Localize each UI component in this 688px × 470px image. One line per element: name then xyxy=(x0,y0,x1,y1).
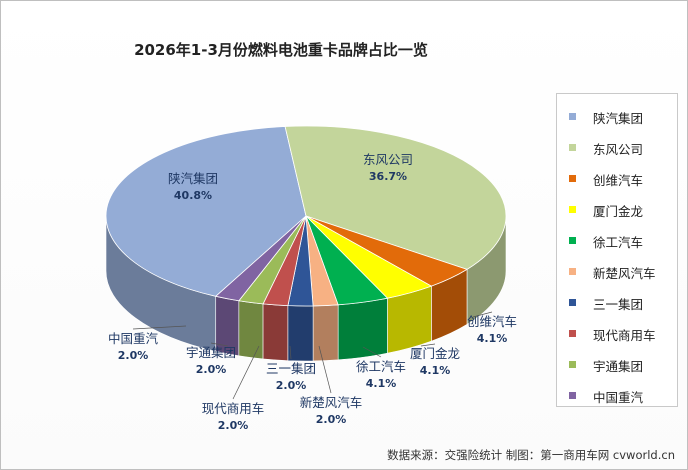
pie-leader-5 xyxy=(318,345,332,394)
pie-label-name-3: 厦门金龙 xyxy=(410,346,460,361)
legend-label-4: 徐工汽车 xyxy=(593,235,644,250)
pie-leader-4 xyxy=(362,346,382,358)
legend-label-2: 创维汽车 xyxy=(593,173,644,188)
pie-label-value-2: 4.1% xyxy=(477,332,508,345)
pie-labels: 陕汽集团 40.8% 东风公司 36.7% 创维汽车 4.1% 厦门金龙 4.1% 徐工汽车 4.… xyxy=(108,152,517,432)
legend-swatch-5 xyxy=(569,268,576,275)
pie-label-value-7: 2.0% xyxy=(218,419,249,432)
legend-swatch-6 xyxy=(569,299,576,306)
pie-label-name-2: 创维汽车 xyxy=(467,314,517,329)
pie-label-value-1: 36.7% xyxy=(369,170,407,183)
pie-walls xyxy=(105,215,507,362)
pie-leader-7 xyxy=(232,345,260,400)
legend: 陕汽集团东风公司创维汽车厦门金龙徐工汽车新楚风汽车三一集团现代商用车宇通集团中国… xyxy=(556,93,678,407)
pie-leader-6 xyxy=(289,345,292,360)
pie-leader-2 xyxy=(472,311,493,318)
legend-label-7: 现代商用车 xyxy=(593,328,656,343)
pie-slice-1 xyxy=(284,125,507,270)
legend-swatch-2 xyxy=(569,175,576,182)
legend-label-8: 宇通集团 xyxy=(593,359,644,374)
pie-label-name-4: 徐工汽车 xyxy=(356,359,406,374)
pie-wall-7 xyxy=(262,303,289,361)
source-note: 数据来源：交强险统计 制图：第一商用车网 cvworld.cn xyxy=(387,448,675,462)
pie-leaders xyxy=(132,311,493,400)
legend-swatch-9 xyxy=(569,392,576,399)
pie-leader-3 xyxy=(420,343,436,347)
pie-label-value-4: 4.1% xyxy=(366,377,397,390)
pie-leader-8 xyxy=(210,342,229,347)
pie-label-name-1: 东风公司 xyxy=(363,152,413,167)
pie-label-name-7: 现代商用车 xyxy=(202,401,265,416)
legend-swatch-7 xyxy=(569,330,576,337)
pie-label-value-0: 40.8% xyxy=(174,189,212,202)
pie-label-name-0: 陕汽集团 xyxy=(168,171,218,186)
legend-label-1: 东风公司 xyxy=(593,142,644,157)
pie-label-value-9: 2.0% xyxy=(118,349,149,362)
pie-label-name-9: 中国重汽 xyxy=(108,331,159,346)
legend-label-0: 陕汽集团 xyxy=(593,111,644,126)
legend-swatch-1 xyxy=(569,144,576,151)
pie-label-value-3: 4.1% xyxy=(420,364,451,377)
legend-label-9: 中国重汽 xyxy=(593,390,644,405)
legend-swatch-3 xyxy=(569,206,576,213)
pie-label-value-6: 2.0% xyxy=(276,379,307,392)
pie-label-name-6: 三一集团 xyxy=(266,361,316,376)
pie-wall-5 xyxy=(312,304,339,362)
legend-label-3: 厦门金龙 xyxy=(593,204,644,219)
pie-label-value-5: 2.0% xyxy=(316,413,347,426)
pie-label-name-8: 宇通集团 xyxy=(186,345,236,360)
pie-label-value-8: 2.0% xyxy=(196,363,227,376)
pie-tops xyxy=(105,125,507,307)
pie-slice-0 xyxy=(105,126,307,297)
pie-wall-8 xyxy=(238,300,264,360)
pie-slice-9 xyxy=(214,215,307,302)
pie-label-name-5: 新楚风汽车 xyxy=(300,395,363,410)
legend-label-5: 新楚风汽车 xyxy=(593,266,656,281)
chart-title: 2026年1-3月份燃料电池重卡品牌占比一览 xyxy=(134,41,428,59)
pie-leader-9 xyxy=(132,325,187,330)
pie-wall-6 xyxy=(287,305,314,362)
legend-swatch-8 xyxy=(569,361,576,368)
pie-wall-4 xyxy=(337,297,388,361)
legend-label-6: 三一集团 xyxy=(593,297,644,312)
legend-swatch-0 xyxy=(569,113,576,120)
legend-swatch-4 xyxy=(569,237,576,244)
